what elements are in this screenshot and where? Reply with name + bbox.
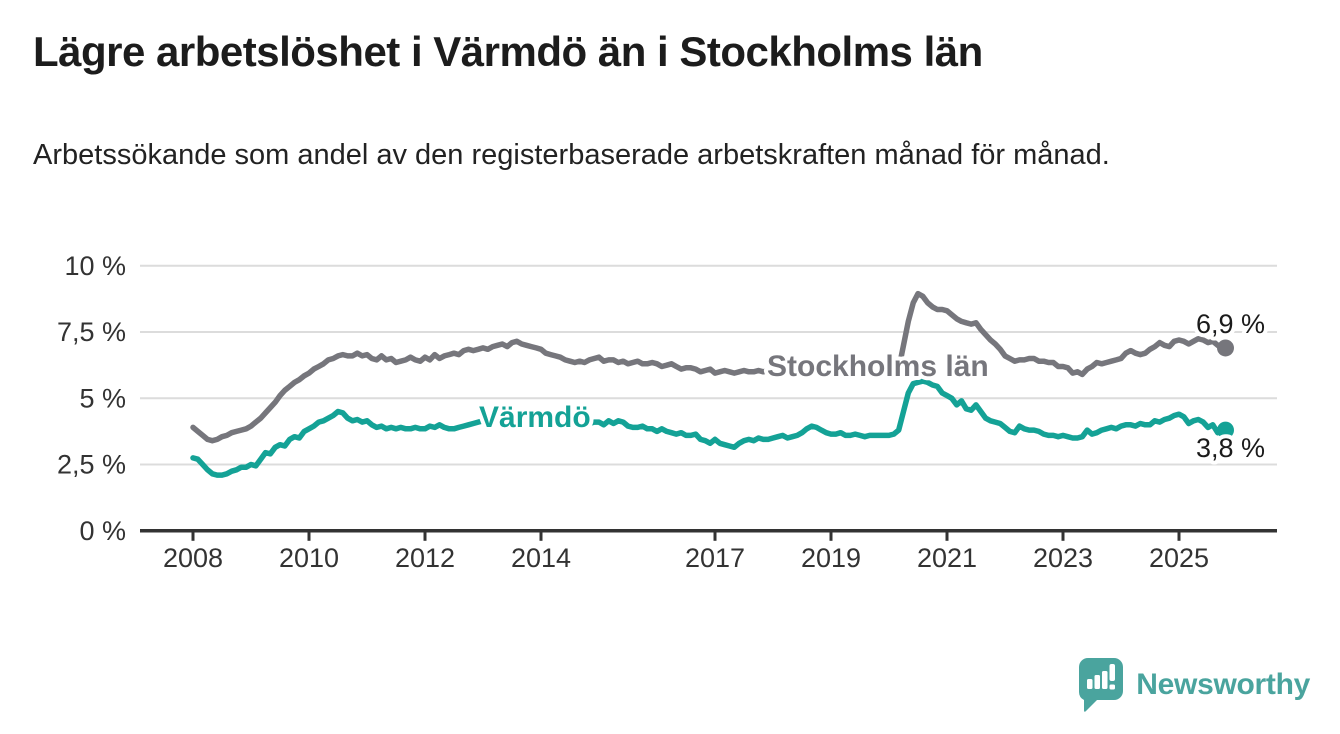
chart-subtitle: Arbetssökande som andel av den registerb… [33,139,1110,171]
newsworthy-logo-icon [1079,658,1124,712]
y-tick-label: 10 % [64,251,126,281]
series-label: Stockholms län [767,350,989,383]
series-end-dot [1217,339,1234,357]
x-tick-label: 2021 [917,543,977,573]
brand-footer: Newsworthy [1078,657,1310,712]
series-end-dot [1217,421,1234,439]
x-tick-label: 2010 [279,543,339,573]
x-tick-label: 2008 [163,543,223,573]
x-tick-label: 2019 [801,543,861,573]
x-tick-label: 2017 [685,543,745,573]
brand-name: Newsworthy [1136,667,1310,701]
series-line-stockholms-lan [190,290,1226,444]
x-tick-label: 2023 [1033,543,1093,573]
series-end-value-label: 3,8 % [1196,433,1265,463]
y-tick-label: 0 % [79,516,126,546]
series-line-varmdo [190,378,1226,478]
y-tick-label: 7,5 % [57,317,126,347]
y-tick-label: 2,5 % [57,450,126,480]
series-end-value-label: 6,9 % [1196,309,1265,339]
page-title: Lägre arbetslöshet i Värmdö än i Stockho… [33,28,983,75]
x-tick-label: 2014 [511,543,571,573]
x-tick-label: 2025 [1149,543,1209,573]
series-label: Värmdö [479,401,591,434]
y-tick-label: 5 % [79,383,126,413]
x-tick-label: 2012 [395,543,455,573]
